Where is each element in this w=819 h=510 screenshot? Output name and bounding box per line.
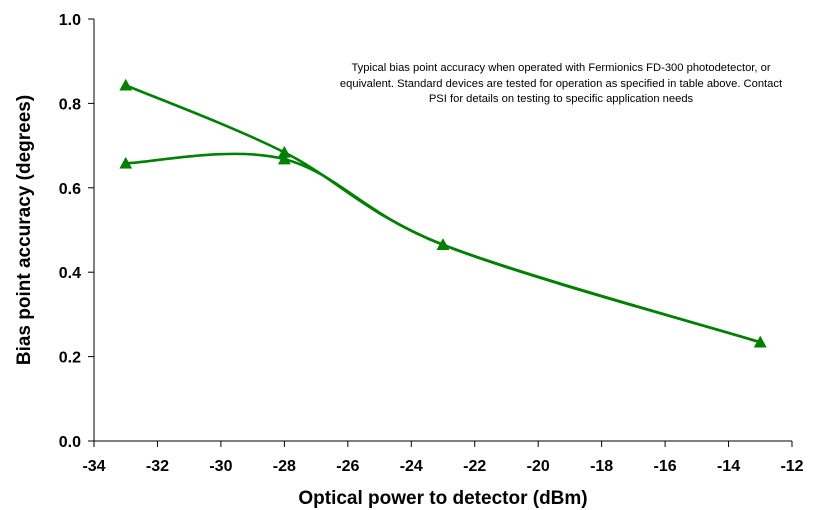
y-tick-label: 0.0: [59, 434, 81, 451]
x-axis-ticks: -34 -32 -30 -28 -26 -24 -22 -20 -18 -16 -14 -12: [82, 441, 804, 475]
x-axis-title: Optical power to detector (dBm): [298, 488, 587, 509]
y-axis-title: Bias point accuracy (degrees): [14, 95, 35, 365]
x-tick-label: -16: [654, 458, 677, 475]
series-2-marker: [436, 238, 450, 251]
series-1-marker: [119, 78, 133, 91]
x-tick-label: -32: [146, 458, 169, 475]
y-tick-label: 0.8: [59, 96, 81, 113]
x-tick-label: -34: [82, 458, 105, 475]
chart-annotation: Typical bias point accuracy when operate…: [339, 62, 783, 105]
y-axis-ticks: 0.0 0.2 0.4 0.6 0.8 1.0: [59, 12, 94, 451]
y-tick-label: 0.4: [59, 265, 81, 282]
x-tick-label: -22: [463, 458, 486, 475]
x-tick-label: -24: [400, 458, 423, 475]
x-tick-label: -14: [717, 458, 740, 475]
y-tick-label: 0.2: [59, 350, 81, 367]
x-tick-label: -12: [780, 458, 803, 475]
y-tick-label: 0.6: [59, 181, 81, 198]
x-tick-label: -26: [336, 458, 359, 475]
x-tick-label: -20: [527, 458, 550, 475]
series-2-marker: [753, 335, 767, 348]
series-2-marker: [119, 156, 133, 169]
series-2-marker: [277, 152, 291, 165]
x-tick-label: -28: [273, 458, 296, 475]
x-tick-label: -30: [209, 458, 232, 475]
series-2-line: [125, 152, 761, 344]
x-tick-label: -18: [590, 458, 613, 475]
y-tick-label: 1.0: [59, 12, 81, 29]
series-layer: [119, 78, 767, 348]
series-1-line: [125, 84, 761, 344]
